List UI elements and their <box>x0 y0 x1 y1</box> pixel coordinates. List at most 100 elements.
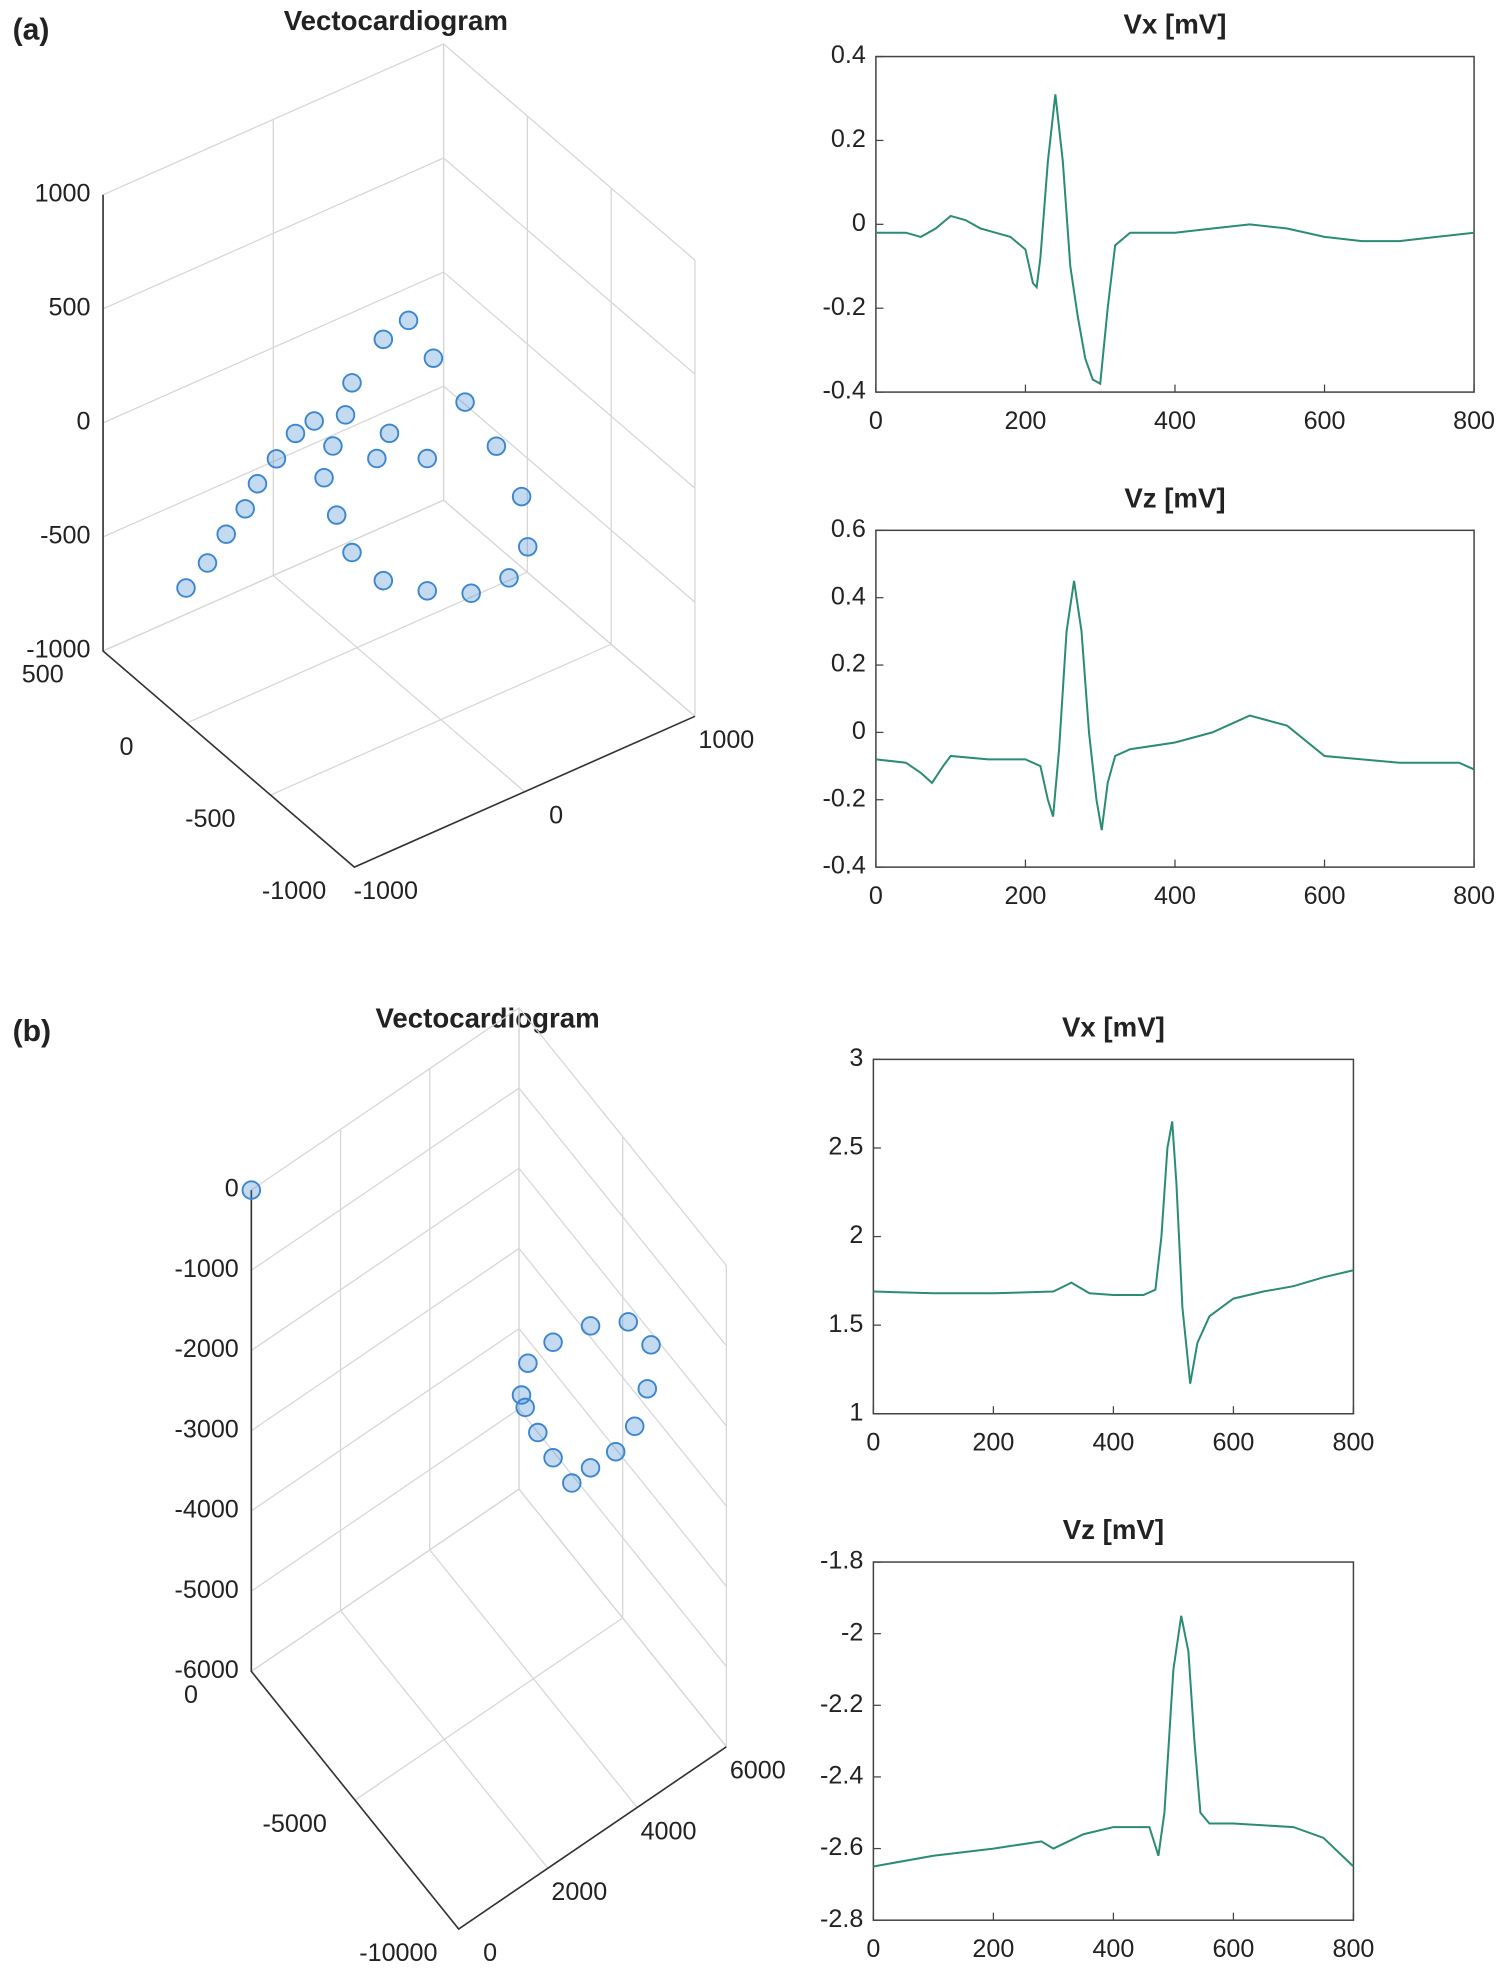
grid-line <box>102 43 445 652</box>
y-tick-label: 500 <box>22 661 64 689</box>
y-tick-label: 2.5 <box>828 1133 863 1161</box>
grid-line <box>354 1136 624 1801</box>
z-tick-label: -2000 <box>175 1335 239 1363</box>
x-tick-label: 0 <box>866 1429 880 1457</box>
vcg-point <box>241 1180 262 1200</box>
x-tick-label: 800 <box>1453 407 1495 435</box>
y-tick-label: -1.8 <box>820 1547 863 1575</box>
y-tick-label: 0.4 <box>831 41 866 69</box>
grid-line <box>102 157 696 375</box>
y-tick-label: 0 <box>184 1681 198 1709</box>
vcg-point <box>517 537 538 557</box>
z-tick-label: -1000 <box>26 636 90 664</box>
vcg-point <box>326 505 347 525</box>
vcg-point <box>580 1458 601 1478</box>
x-tick-label: 200 <box>1004 407 1046 435</box>
vcg-point <box>398 310 419 331</box>
vcg-point <box>515 1397 535 1418</box>
vcg-point <box>367 448 387 469</box>
vcg-point <box>373 570 394 591</box>
y-tick-label: 0 <box>120 733 134 761</box>
grid-line <box>250 1247 727 1507</box>
vcg-point <box>342 373 362 393</box>
z-tick-label: 500 <box>49 293 91 321</box>
plot-frame <box>875 529 1475 868</box>
plot-frame <box>872 1058 1355 1415</box>
vcg-point <box>423 348 444 368</box>
x-tick-label: 6000 <box>730 1757 786 1785</box>
vcg-point <box>197 553 218 573</box>
y-tick-label: -5000 <box>263 1810 327 1838</box>
grid-line <box>102 385 696 603</box>
chart-title: Vectocardiogram <box>284 5 508 36</box>
x-tick-label: 0 <box>869 407 883 435</box>
vcg-point <box>528 1422 548 1443</box>
panel-label: (b) <box>13 1015 52 1048</box>
x-tick-label: -1000 <box>354 877 418 905</box>
y-tick-label: 1.5 <box>828 1310 863 1338</box>
x-tick-label: 0 <box>483 1939 497 1967</box>
y-tick-label: -0.2 <box>823 293 866 321</box>
plot-frame <box>872 1561 1355 1921</box>
x-tick-label: 400 <box>1092 1935 1134 1963</box>
y-tick-label: -10000 <box>359 1939 437 1967</box>
y-tick-label: -0.2 <box>823 784 866 812</box>
x-tick-label: 600 <box>1212 1429 1254 1457</box>
z-tick-label: -500 <box>40 522 90 550</box>
y-tick-label: 0.2 <box>831 650 866 678</box>
y-tick-label: 2 <box>849 1221 863 1249</box>
vcg-point <box>461 583 481 604</box>
vcg-point <box>637 1379 658 1399</box>
y-tick-label: -2.2 <box>820 1690 863 1718</box>
chart-title: Vx [mV] <box>1124 9 1227 40</box>
y-tick-label: -0.4 <box>823 852 866 880</box>
vcg-point <box>486 436 507 456</box>
grid-line <box>270 188 612 796</box>
y-tick-label: -2.4 <box>820 1762 863 1790</box>
z-tick-label: -5000 <box>175 1576 239 1604</box>
vcg-point <box>235 499 255 519</box>
signal-line <box>873 1615 1355 1868</box>
x-tick-label: 200 <box>1004 882 1046 910</box>
x-tick-label: 600 <box>1304 407 1346 435</box>
x-tick-label: 400 <box>1092 1429 1134 1457</box>
grid-line <box>250 1327 727 1587</box>
vcg-point <box>323 436 343 456</box>
plot-frame <box>875 55 1475 393</box>
signal-line <box>875 580 1475 831</box>
grid-line <box>186 116 529 724</box>
vcg-point <box>543 1448 563 1468</box>
vcg-point <box>511 486 532 507</box>
y-tick-label: -0.4 <box>823 377 866 405</box>
y-tick-label: 0.2 <box>831 125 866 153</box>
x-tick-label: 400 <box>1154 407 1196 435</box>
vcg-point <box>618 1312 639 1332</box>
z-tick-label: -6000 <box>175 1656 239 1684</box>
vcg-point <box>304 411 324 431</box>
chart-title: Vx [mV] <box>1062 1012 1165 1043</box>
z-tick-label: 0 <box>225 1175 239 1203</box>
x-tick-label: 200 <box>972 1935 1014 1963</box>
grid-line <box>250 1087 727 1347</box>
y-tick-label: 1 <box>849 1398 863 1426</box>
x-tick-label: 800 <box>1332 1935 1374 1963</box>
y-tick-label: -2.6 <box>820 1833 863 1861</box>
chart-title: Vz [mV] <box>1063 1514 1164 1545</box>
y-tick-label: -1000 <box>262 877 326 905</box>
vcg-point <box>543 1332 563 1353</box>
x-tick-label: 2000 <box>551 1878 607 1906</box>
panel-label: (a) <box>13 13 50 46</box>
vcg-point <box>580 1316 601 1336</box>
grid-line <box>272 119 526 793</box>
vcg-point <box>518 1353 538 1373</box>
vcg-point <box>342 542 362 563</box>
vcg-point <box>373 329 394 350</box>
vcg-point <box>314 468 334 488</box>
grid-line <box>250 1007 520 1672</box>
grid-line <box>250 1408 727 1667</box>
vcg-point <box>379 423 400 444</box>
vcg-point <box>641 1335 661 1355</box>
grid-line <box>354 260 696 868</box>
vcg-point <box>285 423 306 444</box>
